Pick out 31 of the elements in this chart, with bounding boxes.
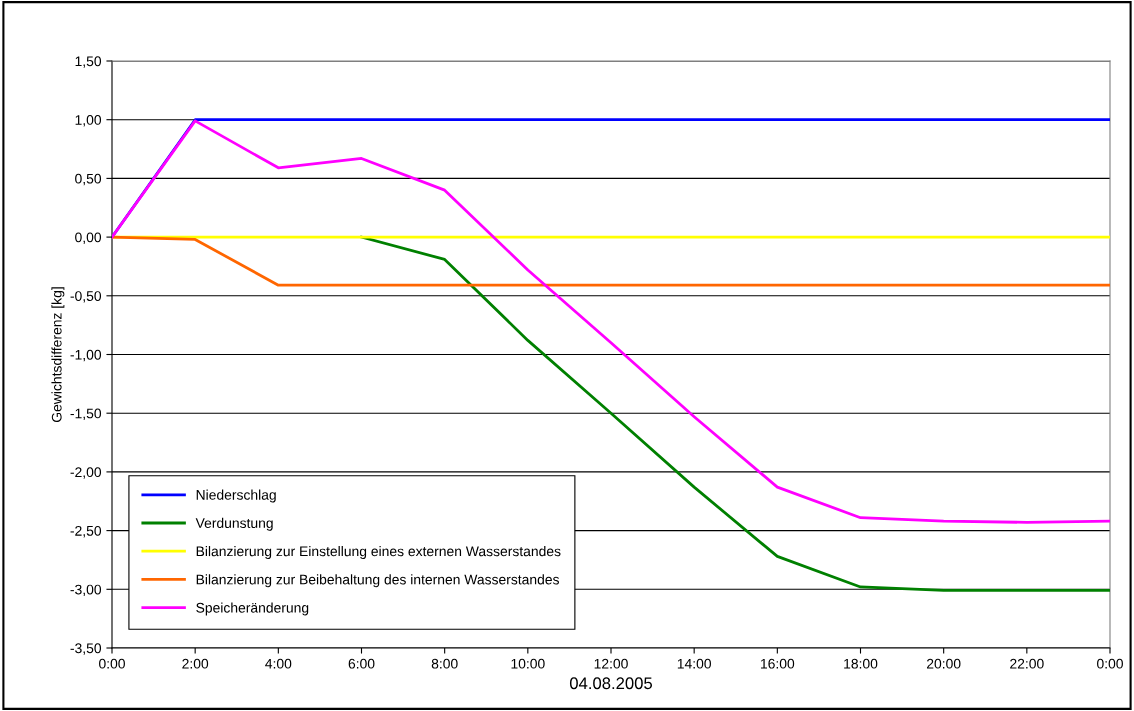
- x-tick-label: 6:00: [348, 658, 375, 669]
- x-tick-label: 16:00: [761, 658, 795, 669]
- y-tick-label: -1,00: [70, 349, 102, 362]
- x-tick-label: 12:00: [594, 658, 628, 669]
- legend-label: Speicheränderung: [196, 602, 309, 616]
- x-tick-label: 10:00: [511, 658, 545, 669]
- y-tick-label: 0,00: [75, 232, 102, 244]
- legend-label: Verdunstung: [195, 517, 273, 531]
- legend-label: Bilanzierung zur Einstellung eines externen Wasserstandes: [196, 546, 561, 559]
- y-tick-label: 0,50: [75, 173, 102, 186]
- y-tick-label: -3,00: [70, 584, 102, 597]
- legend-label: Bilanzierung zur Beibehaltung des internen Wasserstandes: [196, 574, 559, 588]
- y-tick-label: -0,50: [70, 291, 102, 303]
- x-axis-title: 04.08.2005: [569, 677, 653, 690]
- x-tick-label: 20:00: [926, 658, 961, 669]
- x-tick-label: 22:00: [1010, 658, 1044, 669]
- x-tick-label: 18:00: [844, 658, 878, 669]
- x-tick-label: 14:00: [677, 658, 711, 669]
- x-tick-label: 0:00: [99, 658, 125, 669]
- x-tick-label: 8:00: [431, 658, 458, 669]
- y-tick-label: 1,50: [75, 56, 102, 68]
- x-tick-label: 0:00: [1097, 658, 1123, 669]
- x-tick-label: 4:00: [265, 658, 292, 669]
- y-tick-label: -2,50: [70, 525, 102, 538]
- y-axis-title: Gewichtsdifferenz [kg]: [51, 287, 65, 422]
- y-tick-label: -3,50: [70, 643, 102, 655]
- y-tick-label: -1,50: [70, 408, 102, 421]
- x-tick-label: 2:00: [182, 658, 209, 669]
- y-tick-label: -2,00: [70, 467, 102, 479]
- y-tick-label: 1,00: [75, 115, 102, 127]
- legend-label: Niederschlag: [196, 489, 276, 503]
